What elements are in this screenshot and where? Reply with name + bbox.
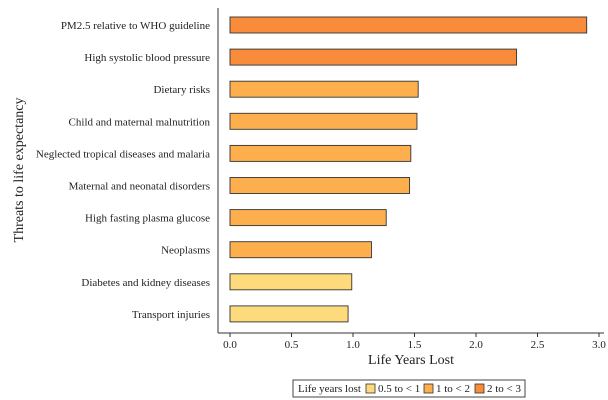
category-label: Transport injuries (132, 309, 210, 321)
x-tick-label: 1.0 (346, 339, 360, 351)
bar-2 (229, 48, 518, 66)
bar-6 (229, 177, 411, 194)
category-label: Neglected tropical diseases and malaria (36, 148, 210, 160)
x-tick-label: 0.0 (223, 339, 237, 351)
legend-title: Life years lost (298, 383, 361, 395)
bar-9 (229, 273, 353, 291)
category-label: Child and maternal malnutrition (69, 116, 211, 128)
x-axis-ticks: 0.0 0.5 1.0 1.5 2.0 2.5 3.0 (223, 333, 606, 351)
legend-box (292, 379, 526, 398)
bars-group (229, 16, 588, 323)
category-label: Neoplasms (161, 245, 210, 257)
category-label: Maternal and neonatal disorders (69, 181, 210, 193)
x-tick-label: 0.5 (285, 339, 299, 351)
x-tick-label: 3.0 (592, 339, 606, 351)
category-labels: PM2.5 relative to WHO guideline High syst… (36, 20, 211, 321)
legend-label: 0.5 to < 1 (378, 383, 420, 395)
bar-4 (229, 112, 418, 130)
bar-3 (229, 80, 419, 98)
legend-items: 0.5 to < 1 1 to < 2 2 to < 3 (365, 383, 522, 395)
category-label: High fasting plasma glucose (85, 213, 210, 225)
x-tick-label: 2.0 (469, 339, 483, 351)
bar-7 (229, 209, 387, 227)
legend-label: 1 to < 2 (436, 383, 470, 395)
bar-1 (229, 16, 588, 34)
x-tick-label: 2.5 (531, 339, 545, 351)
category-label: Dietary risks (153, 84, 210, 96)
legend-label: 2 to < 3 (487, 383, 522, 395)
category-label: High systolic blood pressure (84, 52, 210, 64)
legend-swatch (474, 383, 485, 394)
x-axis-title: Life Years Lost (368, 353, 454, 368)
category-label: PM2.5 relative to WHO guideline (61, 20, 210, 32)
x-tick-label: 1.5 (408, 339, 422, 351)
category-label: Diabetes and kidney diseases (81, 277, 210, 289)
bar-10 (229, 305, 349, 323)
bar-8 (229, 241, 372, 259)
legend: Life years lost 0.5 to < 1 1 to < 2 2 to <… (292, 379, 526, 398)
legend-swatch (365, 383, 376, 394)
bar-5 (229, 144, 412, 162)
legend-swatch (423, 383, 434, 394)
y-axis-title: Threats to life expectancy (12, 98, 27, 243)
